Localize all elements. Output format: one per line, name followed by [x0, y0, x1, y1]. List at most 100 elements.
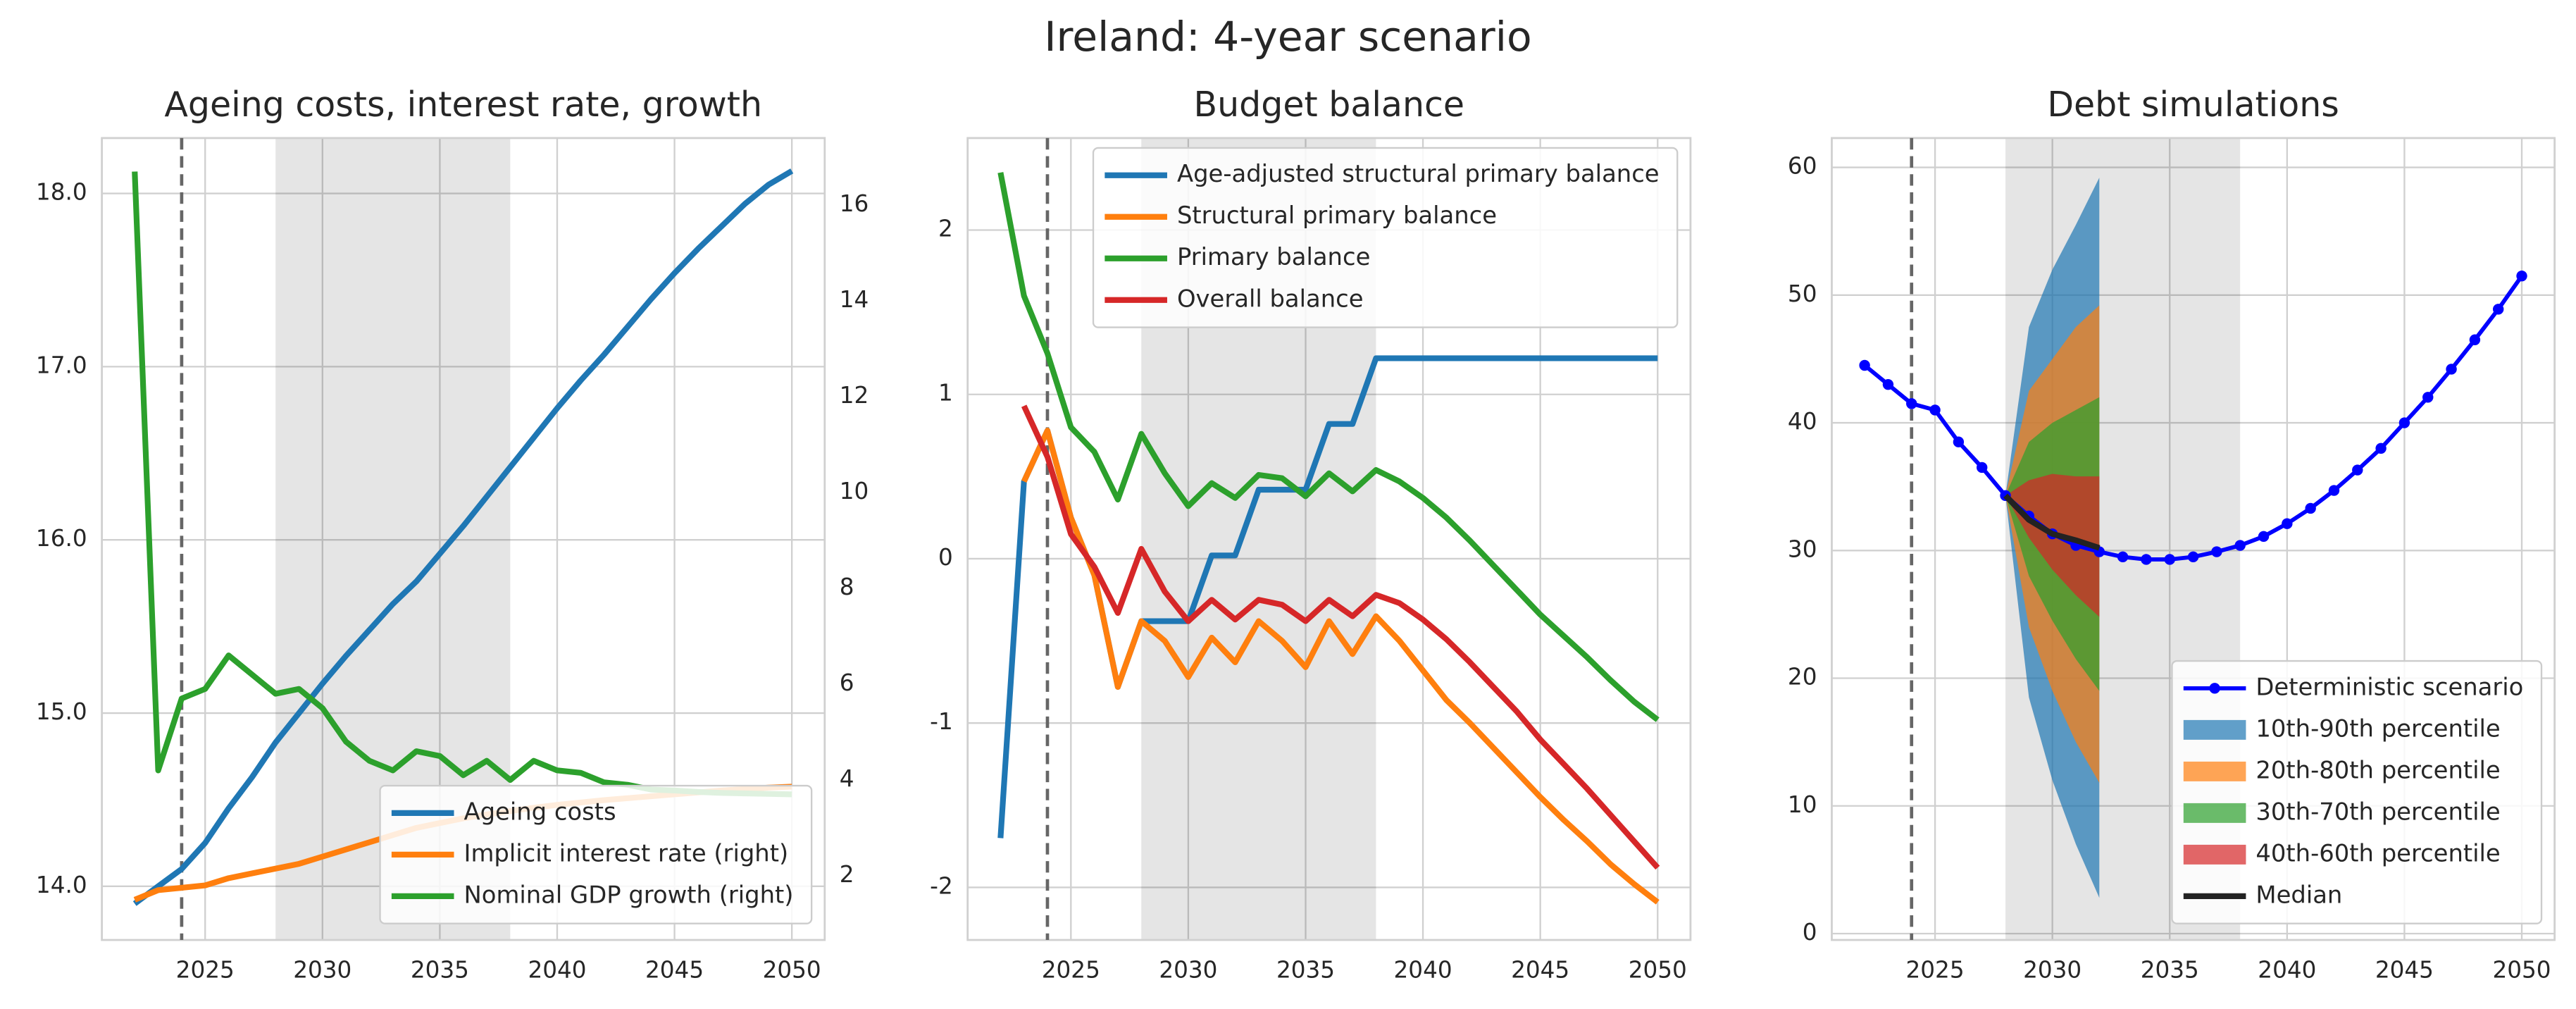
y-tick-label: -1 [930, 708, 953, 735]
x-tick-label: 2025 [176, 956, 235, 983]
y2-tick-label: 12 [840, 382, 869, 409]
axes-frame [101, 137, 826, 941]
legend-box [2171, 660, 2543, 924]
legend-label: Structural primary balance [1177, 202, 1497, 229]
series-marker [1859, 359, 1870, 371]
series-marker [2446, 364, 2457, 375]
legend-label: Primary balance [1177, 243, 1370, 271]
y2-tick-label: 16 [840, 190, 869, 217]
series-marker [1977, 462, 1988, 473]
y2-tick-label: 6 [840, 669, 854, 696]
y-tick-label: 1 [938, 380, 953, 407]
y2-tick-label: 2 [840, 861, 854, 888]
legend-swatch [2183, 761, 2246, 781]
x-tick-label: 2025 [1906, 956, 1965, 983]
axes-frame [1831, 137, 2556, 941]
x-tick-label: 2040 [528, 956, 586, 983]
y-tick-label: 10 [1788, 791, 1817, 818]
series-marker [2422, 392, 2434, 403]
y-tick-label: 2 [938, 216, 953, 242]
series-marker [2282, 518, 2293, 529]
series-marker [1929, 404, 1941, 416]
x-tick-label: 2045 [2375, 956, 2434, 983]
legend-label: Implicit interest rate (right) [463, 839, 788, 867]
x-tick-label: 2030 [2023, 956, 2082, 983]
legend-label: Ageing costs [463, 798, 616, 825]
y-tick-label: 0 [1803, 919, 1817, 946]
legend-label: 40th-60th percentile [2255, 839, 2500, 867]
y2-tick-label: 8 [840, 574, 854, 600]
x-tick-label: 2040 [2258, 956, 2316, 983]
series-line [1021, 404, 1660, 870]
y-tick-label: 16.0 [36, 525, 87, 552]
legend-box [1092, 147, 1679, 328]
y-tick-label: 20 [1788, 664, 1817, 691]
legend-label: Age-adjusted structural primary balance [1177, 160, 1660, 187]
x-tick-label: 2045 [1511, 956, 1569, 983]
series-marker [2164, 554, 2175, 565]
subplot-title: Budget balance [1194, 85, 1464, 125]
legend-label: 20th-80th percentile [2255, 756, 2500, 784]
series-line [132, 168, 794, 906]
legend: Ageing costs Implicit interest rate (righ… [379, 784, 813, 924]
x-tick-label: 2030 [293, 956, 351, 983]
series-marker [2493, 304, 2504, 315]
legend: Deterministic scenario 10th-90th percenti… [2171, 660, 2543, 924]
y2-tick-label: 4 [840, 765, 854, 792]
x-tick-label: 2040 [1394, 956, 1452, 983]
axes-frame [966, 137, 1692, 941]
series-marker [2258, 531, 2270, 543]
y-tick-label: 40 [1788, 408, 1817, 435]
legend-label: Median [2255, 881, 2342, 908]
y2-tick-label: 14 [840, 286, 869, 313]
legend-label: 30th-70th percentile [2255, 798, 2500, 825]
y-tick-label: 60 [1788, 153, 1817, 180]
series-marker [2328, 485, 2340, 496]
series-marker [2398, 417, 2410, 428]
series-marker [2141, 554, 2152, 565]
x-tick-label: 2035 [411, 956, 469, 983]
y-tick-label: 18.0 [36, 179, 87, 206]
legend-swatch [2183, 844, 2246, 865]
series-line [1021, 427, 1660, 905]
series-marker [1953, 436, 1965, 447]
x-tick-label: 2035 [1276, 956, 1335, 983]
y-tick-label: 0 [938, 544, 953, 571]
y-tick-label: 17.0 [36, 352, 87, 378]
series-marker [2117, 551, 2129, 563]
x-tick-label: 2030 [1159, 956, 1217, 983]
legend: Age-adjusted structural primary balance S… [1092, 147, 1679, 328]
y-tick-label: 30 [1788, 536, 1817, 562]
legend-label: Overall balance [1177, 285, 1364, 312]
x-tick-label: 2050 [1629, 956, 1687, 983]
x-tick-label: 2025 [1042, 956, 1100, 983]
figure-title: Ireland: 4-year scenario [1044, 13, 1531, 61]
series-marker [2305, 502, 2316, 514]
legend-box [379, 784, 813, 924]
y-tick-label: 14.0 [36, 872, 87, 898]
x-tick-label: 2045 [645, 956, 704, 983]
series-marker [2211, 546, 2222, 557]
series-marker [1882, 378, 1894, 390]
legend-label: Nominal GDP growth (right) [463, 881, 793, 908]
percentile-band [2005, 473, 2100, 617]
legend-label: 10th-90th percentile [2255, 714, 2500, 742]
legend-swatch [2183, 803, 2246, 823]
series-marker [2187, 551, 2199, 563]
series-marker [2352, 464, 2363, 476]
y2-tick-label: 10 [840, 478, 869, 505]
y-tick-label: 50 [1788, 280, 1817, 307]
x-tick-label: 2035 [2141, 956, 2199, 983]
legend-marker [2209, 683, 2220, 694]
subplot-title: Ageing costs, interest rate, growth [164, 85, 762, 125]
series-line [2003, 493, 2101, 551]
x-tick-label: 2050 [2492, 956, 2551, 983]
y-tick-label: -2 [930, 872, 953, 899]
x-tick-label: 2050 [763, 956, 821, 983]
series-marker [1906, 398, 1917, 409]
series-marker [2469, 334, 2481, 345]
legend-label: Deterministic scenario [2255, 673, 2523, 700]
subplot-title: Debt simulations [2047, 85, 2339, 125]
